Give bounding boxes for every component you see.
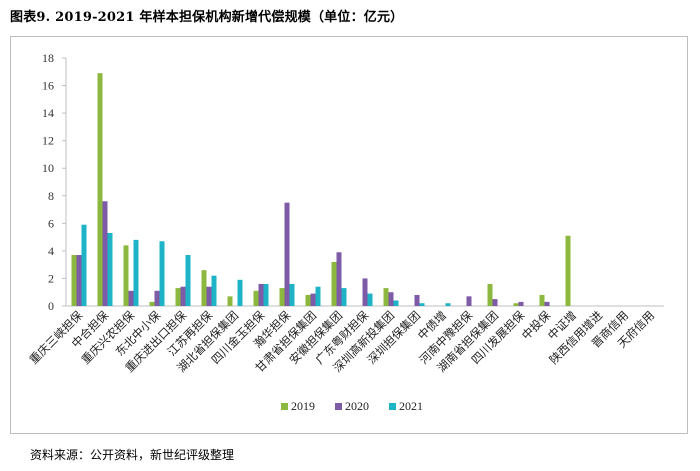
bar-2019-3 [123,245,129,306]
legend-label-2020: 2020 [345,399,369,413]
bar-2020-6 [206,286,212,306]
legend-swatch-2020 [335,403,342,410]
legend-label-2019: 2019 [291,399,315,413]
y-tick-label: 18 [42,51,54,65]
bar-2019-5 [175,288,181,306]
bar-2021-2 [107,232,113,306]
y-tick-label: 8 [48,189,54,203]
bar-2020-10 [310,293,316,306]
bar-2021-7 [237,279,243,306]
bar-2019-6 [201,270,207,306]
bar-2020-2 [102,201,108,306]
legend-label-2021: 2021 [399,399,423,413]
bar-2019-1 [71,255,77,306]
bar-2021-3 [133,239,139,306]
bar-2019-4 [149,301,155,306]
bar-2020-18 [518,301,524,306]
bar-2021-14 [419,303,425,306]
bar-2019-2 [97,73,103,307]
bar-2020-19 [544,301,550,306]
bar-2020-3 [128,290,134,306]
bar-2021-8 [263,283,269,306]
bar-2021-12 [367,293,373,306]
bar-2019-17 [487,283,493,306]
bar-2021-11 [341,288,347,306]
y-tick-label: 14 [42,106,54,120]
bar-2019-20 [565,235,571,306]
bar-2020-14 [414,294,420,306]
bar-2020-12 [362,278,368,306]
y-tick-label: 2 [48,271,54,285]
bar-2020-5 [180,286,186,306]
figure-title: 图表9. 2019-2021 年样本担保机构新增代偿规模（单位：亿元） [10,10,404,25]
bar-2020-8 [258,283,264,306]
bar-2019-13 [383,288,389,306]
y-tick-label: 6 [48,216,54,230]
y-tick-label: 0 [48,299,54,313]
y-tick-label: 10 [42,161,54,175]
bar-2020-11 [336,252,342,306]
bar-2021-9 [289,283,295,306]
bar-2021-15 [445,303,451,306]
legend-swatch-2019 [281,403,288,410]
bar-2019-9 [279,288,285,306]
bar-2021-13 [393,300,399,306]
bar-2020-16 [466,296,472,306]
bar-2020-1 [76,255,82,306]
y-tick-label: 16 [42,79,54,93]
bar-2021-6 [211,275,217,306]
source-note: 资料来源：公开资料，新世纪评级整理 [30,448,235,462]
bar-2019-10 [305,294,311,306]
bar-2020-13 [388,292,394,306]
bar-2021-1 [81,224,87,306]
bar-2021-5 [185,255,191,306]
y-tick-label: 12 [42,134,54,148]
bar-2021-10 [315,286,321,306]
bar-2019-18 [513,303,519,306]
bar-2020-9 [284,202,290,306]
y-tick-label: 4 [48,244,54,258]
bar-2021-4 [159,241,165,306]
bar-2019-7 [227,296,233,306]
bar-2020-17 [492,299,498,306]
bar-2019-8 [253,290,259,306]
legend-swatch-2021 [389,403,396,410]
chart-frame [10,36,688,434]
bar-2020-4 [154,290,160,306]
bar-2019-11 [331,261,337,306]
bar-2019-19 [539,294,545,306]
